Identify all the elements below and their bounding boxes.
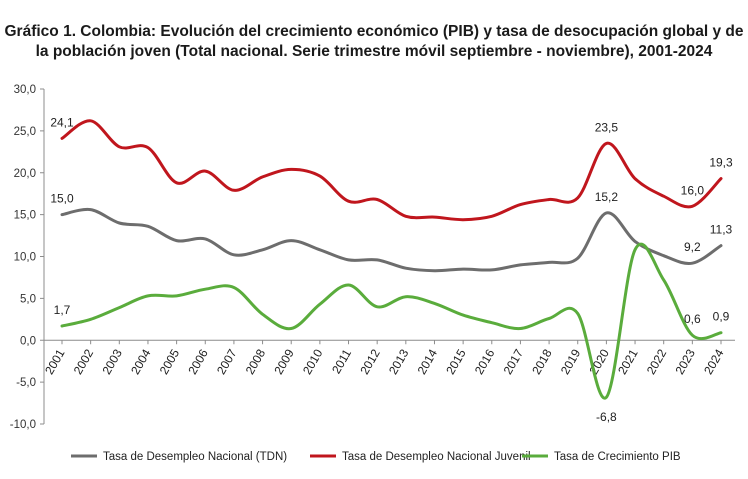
x-tick-label: 2012: [357, 346, 383, 376]
x-tick-label: 2013: [386, 346, 412, 376]
x-tick-label: 2016: [472, 346, 498, 376]
x-tick-label: 2010: [300, 346, 326, 376]
y-tick-label: 5,0: [20, 293, 36, 305]
x-tick-label: 2014: [415, 346, 441, 376]
y-tick-label: 20,0: [14, 168, 36, 180]
series-line-juvenil: [60, 119, 723, 222]
data-label: 15,0: [50, 192, 74, 206]
series-line-pib: [60, 242, 723, 400]
x-tick-label: 2018: [529, 346, 555, 376]
data-label: 9,2: [684, 240, 701, 254]
x-tick-label: 2006: [185, 346, 211, 376]
x-tick-label: 2022: [644, 346, 670, 376]
x-tick-label: 2017: [501, 346, 527, 376]
data-label: 24,1: [50, 115, 74, 129]
y-axis: 30,0 25,0 20,0 15,0 10,0 5,0 0,0 -5,0 -10,0: [10, 84, 45, 431]
x-axis: 2001 2002 2003 2004 2005 2006 2007 2008 2009 2010…: [42, 339, 735, 377]
x-tick-label: 2004: [128, 346, 154, 376]
data-label: -6,8: [596, 410, 617, 424]
legend-label: Tasa de Desempleo Nacional (TDN): [103, 451, 287, 463]
x-tick-label: 2003: [99, 346, 125, 376]
legend-label: Tasa de Crecimiento PIB: [554, 451, 681, 463]
data-label: 0,6: [684, 312, 701, 326]
legend: Tasa de Desempleo Nacional (TDN) Tasa de …: [71, 451, 681, 463]
y-tick-label: 25,0: [14, 126, 36, 138]
x-tick-label: 2001: [42, 346, 68, 376]
legend-label: Tasa de Desempleo Nacional Juvenil: [342, 451, 531, 463]
series-line-tdn: [60, 207, 723, 273]
x-tick-label: 2005: [157, 346, 183, 376]
data-label: 16,0: [681, 183, 705, 197]
data-label: 0,9: [713, 310, 730, 324]
x-tick-label: 2024: [701, 346, 727, 376]
x-tick-label: 2015: [443, 346, 469, 376]
y-tick-label: -5,0: [16, 377, 36, 389]
x-tick-label: 2021: [615, 346, 641, 376]
y-tick-label: -10,0: [10, 419, 36, 431]
y-tick-label: 15,0: [14, 210, 36, 222]
data-label: 1,7: [54, 303, 71, 317]
y-tick-label: 0,0: [20, 335, 36, 347]
x-tick-label: 2009: [271, 346, 297, 376]
x-tick-label: 2019: [558, 346, 584, 376]
data-label: 23,5: [595, 120, 619, 134]
x-tick-label: 2007: [214, 346, 240, 376]
x-tick-label: 2008: [243, 346, 269, 376]
data-label: 15,2: [595, 190, 619, 204]
data-label: 19,3: [709, 156, 733, 170]
data-label: 11,3: [710, 223, 733, 237]
y-tick-label: 10,0: [14, 252, 36, 264]
x-tick-label: 2011: [329, 346, 354, 376]
chart-title-line-2: la población joven (Total nacional. Seri…: [35, 43, 713, 60]
chart-title: Gráfico 1. Colombia: Evolución del creci…: [0, 22, 748, 62]
y-tick-label: 30,0: [14, 84, 36, 96]
chart-title-line-1: Gráfico 1. Colombia: Evolución del creci…: [4, 23, 744, 40]
x-tick-label: 2002: [71, 346, 97, 376]
x-tick-label: 2023: [672, 346, 698, 376]
series-lines: [60, 119, 723, 400]
data-labels: 24,1 15,0 1,7 23,5 15,2 -6,8 16,0 9,2 0,6 19,3 11,…: [50, 115, 733, 424]
